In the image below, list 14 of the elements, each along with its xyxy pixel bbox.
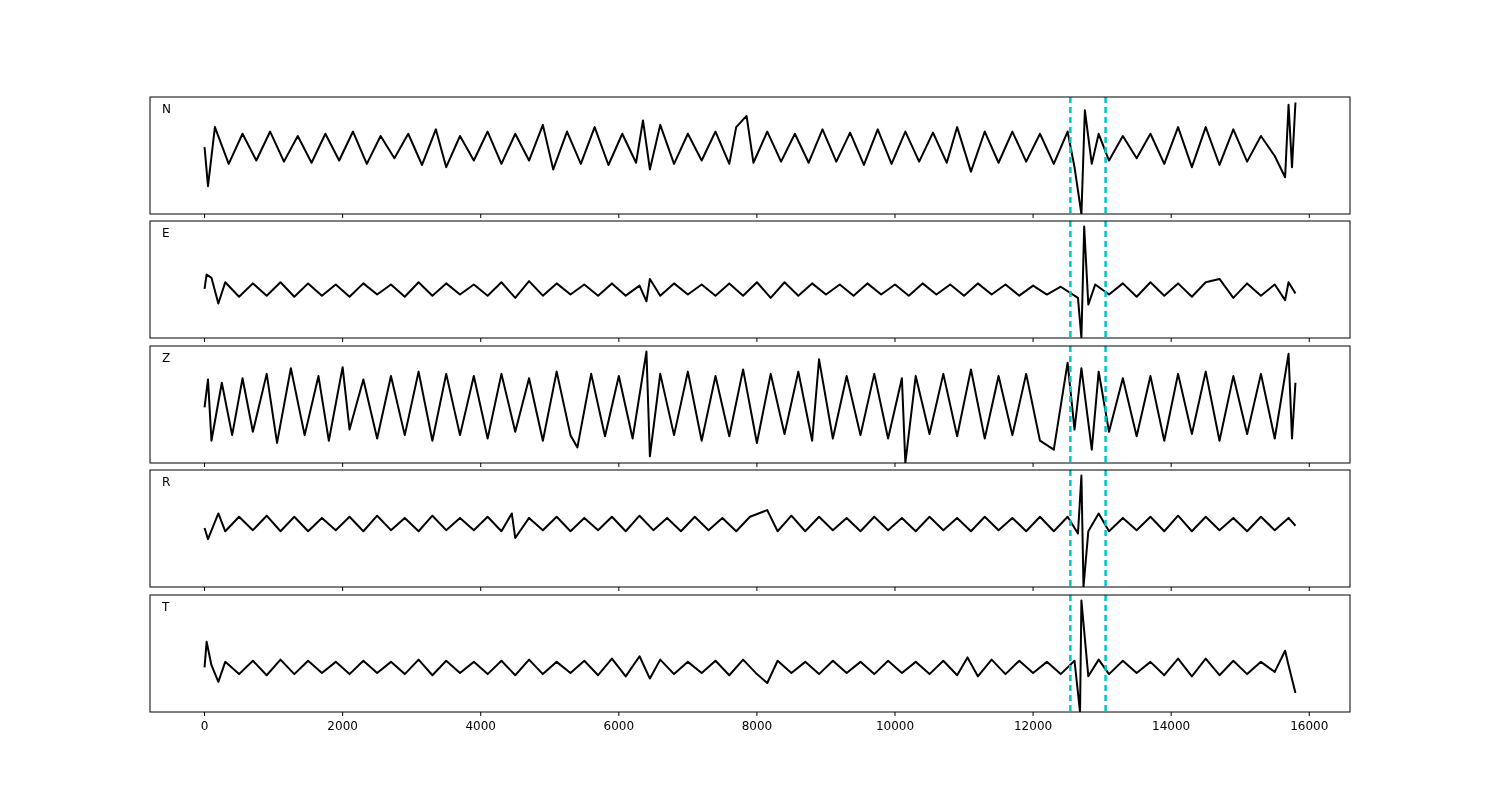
x-tick-label: 8000: [741, 719, 773, 733]
x-tick-label: 10000: [875, 719, 915, 733]
annotation: Z: [162, 351, 171, 365]
x-tick-label: 6000: [603, 719, 635, 733]
x-tick-label: 16000: [1290, 719, 1329, 733]
x-tick-label: 2000: [327, 719, 358, 733]
annotation: N: [162, 102, 171, 116]
x-tick-label: 0: [200, 719, 209, 733]
x-tick-label: 14000: [1152, 719, 1191, 733]
annotation: R: [162, 475, 171, 489]
annotation: T: [161, 600, 170, 614]
x-tick-label: 12000: [1013, 719, 1053, 733]
x-tick-label: 4000: [465, 719, 496, 733]
annotation: E: [162, 226, 170, 240]
